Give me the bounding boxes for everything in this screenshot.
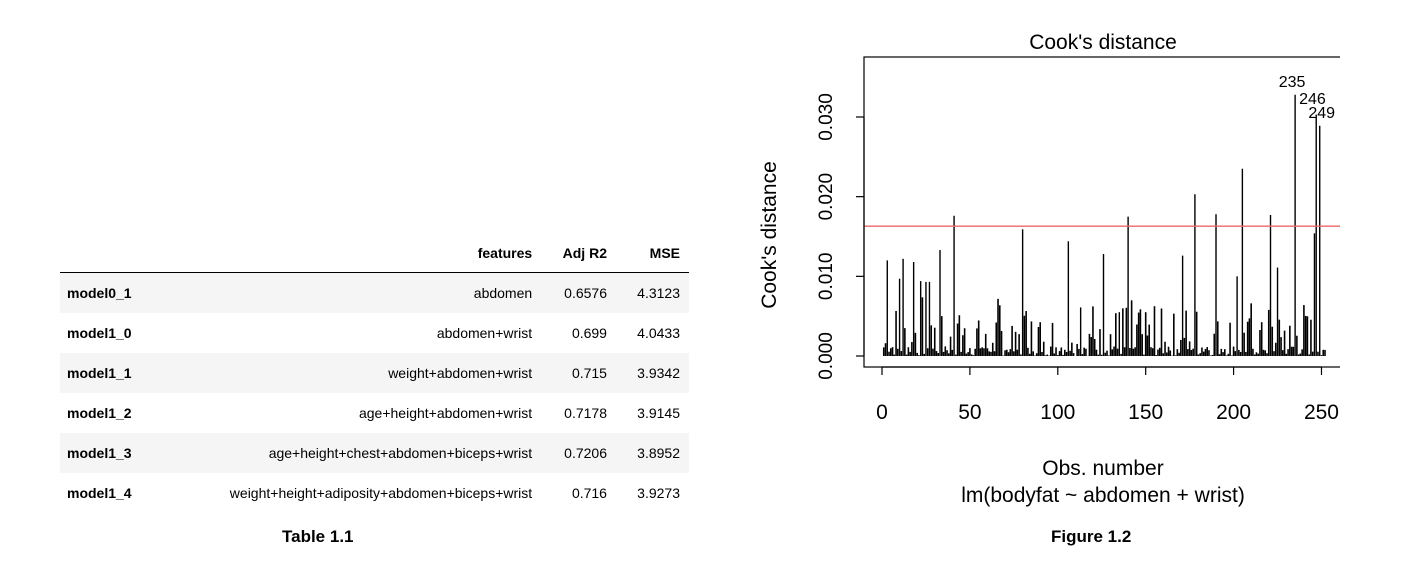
header-index xyxy=(60,234,157,273)
row-features: age+height+chest+abdomen+biceps+wrist xyxy=(268,445,533,461)
row-model-name: model1_2 xyxy=(67,405,132,421)
x-tick-label: 150 xyxy=(1128,401,1163,424)
row-features: age+height+abdomen+wrist xyxy=(358,405,533,421)
y-tick-label: 0.010 xyxy=(816,253,837,301)
row-mse: 3.9273 xyxy=(637,485,680,501)
row-adj-r2: 0.699 xyxy=(571,325,607,341)
row-mse: 3.9145 xyxy=(637,405,680,421)
row-adj-r2: 0.6576 xyxy=(564,285,607,301)
row-features: weight+abdomen+wrist xyxy=(388,365,533,381)
table-caption: Table 1.1 xyxy=(282,527,354,546)
x-tick-label: 100 xyxy=(1040,401,1075,424)
model-formula-label: lm(bodyfat ~ abdomen + wrist) xyxy=(961,484,1245,507)
row-mse: 4.0433 xyxy=(637,325,680,341)
y-axis: 0.000 0.010 0.020 0.030 xyxy=(816,93,865,380)
x-tick-label: 200 xyxy=(1216,401,1251,424)
results-table: features Adj R2 MSE model0_1 abdomen 0.657… xyxy=(60,234,689,513)
row-mse: 3.8952 xyxy=(637,445,680,461)
header-adj-r2: Adj R2 xyxy=(541,234,616,273)
row-adj-r2: 0.716 xyxy=(571,485,607,501)
cooks-distance-chart: Cook's distance 0 50 100 150 200 250 0.0000.0… xyxy=(758,31,1340,507)
results-table-container: features Adj R2 MSE model0_1 abdomen 0.657… xyxy=(60,234,689,513)
point-label: 246 xyxy=(1299,91,1326,108)
table-row: model1_1 weight+abdomen+wrist 0.715 3.9342 xyxy=(60,353,689,393)
row-model-name: model1_3 xyxy=(67,445,132,461)
row-features: abdomen+wrist xyxy=(436,325,533,341)
table-row: model1_2 age+height+abdomen+wrist 0.7178 3.… xyxy=(60,393,689,433)
table-row: model1_3 age+height+chest+abdomen+biceps+… xyxy=(60,433,689,473)
header-mse: MSE xyxy=(615,234,689,273)
header-features: features xyxy=(156,234,542,273)
row-model-name: model1_0 xyxy=(67,325,132,341)
row-mse: 4.3123 xyxy=(637,285,680,301)
y-axis-label: Cook's distance xyxy=(758,161,781,309)
figure-caption: Figure 1.2 xyxy=(1051,527,1132,546)
x-tick-label: 0 xyxy=(876,401,888,424)
table-row: model1_4 weight+height+adiposity+abdomen+… xyxy=(60,473,689,513)
x-tick-label: 50 xyxy=(958,401,981,424)
row-features: abdomen xyxy=(473,285,533,301)
row-features: weight+height+adiposity+abdomen+biceps+w… xyxy=(229,485,533,501)
row-model-name: model1_4 xyxy=(67,485,132,501)
table-row: model1_0 abdomen+wrist 0.699 4.0433 xyxy=(60,313,689,353)
x-axis-label: Obs. number xyxy=(1042,457,1163,480)
table-row: model0_1 abdomen 0.6576 4.3123 xyxy=(60,272,689,313)
point-label: 249 xyxy=(1308,105,1335,122)
x-axis: 0 50 100 150 200 250 xyxy=(876,366,1339,424)
row-mse: 3.9342 xyxy=(637,365,680,381)
row-adj-r2: 0.7178 xyxy=(564,405,607,421)
y-tick-label: 0.020 xyxy=(816,173,837,221)
table-header-row: features Adj R2 MSE xyxy=(60,234,689,273)
point-label: 235 xyxy=(1279,74,1306,91)
row-model-name: model1_1 xyxy=(67,365,132,381)
plot-bars xyxy=(882,94,1326,356)
row-model-name: model0_1 xyxy=(67,285,132,301)
row-adj-r2: 0.715 xyxy=(571,365,607,381)
chart-title: Cook's distance xyxy=(1029,31,1177,54)
row-adj-r2: 0.7206 xyxy=(564,445,607,461)
y-tick-label: 0.030 xyxy=(816,93,837,141)
y-tick-label: 0.000 xyxy=(816,332,837,380)
x-tick-label: 250 xyxy=(1304,401,1339,424)
